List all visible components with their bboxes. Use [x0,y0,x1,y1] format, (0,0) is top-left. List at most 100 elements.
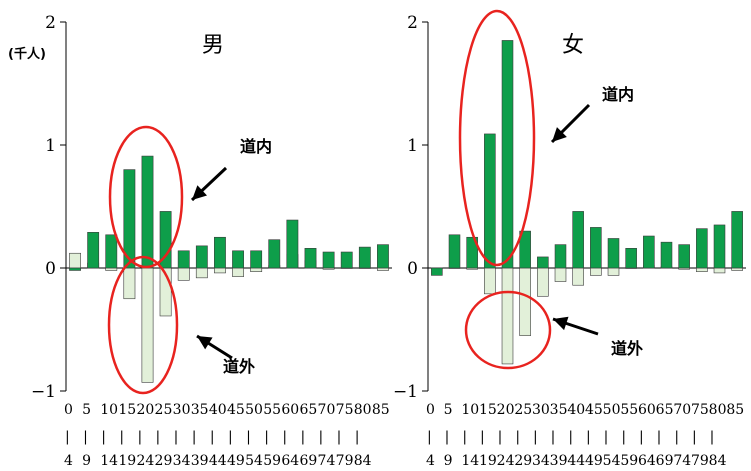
x-tick-start: 35 [550,402,568,418]
bar-donai-2 [105,234,118,269]
bar-dogai-2 [105,267,118,271]
bar-donai-14 [678,244,690,269]
x-tick-start: 20 [136,402,154,418]
bar-donai-10 [250,250,263,269]
highlight-ellipse-dogai [464,290,552,370]
x-tick-end: 59 [620,453,638,469]
x-tick-bar: | [174,429,179,445]
x-tick-start: 75 [336,402,354,418]
x-tick-end: 69 [299,453,317,469]
bar-donai-17 [377,244,389,269]
bar-donai-14 [322,251,335,269]
bar-dogai-8 [214,267,226,274]
x-tick-bar: | [210,429,215,445]
bar-dogai-17 [377,267,389,271]
x-tick-bar: | [355,429,360,445]
x-tick-end: 39 [550,453,568,469]
bar-donai-3 [484,133,496,269]
y-tick-label: 1 [407,136,418,156]
x-tick-end: 49 [227,453,245,469]
y-axis-unit-label: (千人) [8,46,46,62]
x-tick-bar: | [337,429,342,445]
x-tick-bar: | [639,429,644,445]
bar-donai-10 [607,238,620,269]
x-tick-bar: | [119,429,124,445]
panel-title: 男 [202,33,224,58]
x-tick-end: 49 [585,453,603,469]
chart-panel-1: 210−1男(千人)0 5 10 15 20 25 30 35 40 45 50 55 60 65 70 75… [8,13,392,469]
x-tick-start: 85 [372,402,390,418]
x-tick-bar: | [498,429,503,445]
annotation-label-dogai: 道外 [611,339,643,358]
x-tick-start: 45 [585,402,603,418]
y-tick-label: −1 [31,382,56,402]
x-tick-start: 80 [709,402,727,418]
chart-panel-2: 210−1女0 5 10 15 20 25 30 35 40 45 50 55 60 65 70 75 80 85… [393,9,746,469]
bar-donai-9 [232,250,244,269]
x-tick-bar: | [319,429,324,445]
x-tick-start: 0 [64,402,73,418]
x-tick-bar: | [300,429,305,445]
x-tick-end: 34 [532,453,550,469]
x-tick-start: 40 [567,402,585,418]
x-tick-bar: | [427,429,432,445]
bar-donai-6 [177,250,190,269]
y-tick-label: 1 [45,136,56,156]
x-tick-end: 74 [673,453,691,469]
x-tick-start: 55 [620,402,638,418]
x-tick-start: 5 [82,402,91,418]
x-tick-start: 40 [209,402,227,418]
x-tick-start: 10 [461,402,479,418]
x-tick-start: 65 [299,402,317,418]
x-tick-end: 44 [209,453,227,469]
annotation-label-dogai: 道外 [223,357,255,376]
y-tick-label: 0 [45,259,56,279]
x-tick-start: 20 [497,402,515,418]
x-tick-end: 34 [173,453,191,469]
x-tick-end: 14 [100,453,118,469]
bar-donai-1 [87,232,100,269]
bar-donai-13 [304,248,317,269]
bar-donai-16 [358,246,371,269]
bar-dogai-8 [572,267,584,286]
bar-dogai-4 [141,267,154,383]
bar-donai-9 [590,227,602,269]
bar-dogai-16 [713,267,726,274]
x-tick-start: 80 [354,402,372,418]
annotation-arrowhead [553,316,569,331]
bar-dogai-10 [607,267,620,276]
x-tick-start: 50 [245,402,263,418]
x-tick-bar: | [156,429,161,445]
bar-donai-15 [340,251,353,269]
bar-donai-8 [214,236,226,269]
x-tick-bar: | [282,429,287,445]
x-tick-end: 79 [336,453,354,469]
x-tick-bar: | [551,429,556,445]
x-tick-start: 30 [532,402,550,418]
bar-donai-5 [159,211,172,269]
bar-donai-0 [431,267,443,276]
x-tick-start: 50 [603,402,621,418]
x-tick-end: 64 [638,453,656,469]
x-tick-start: 25 [155,402,173,418]
bar-donai-17 [731,211,743,269]
bar-dogai-0 [69,252,81,269]
x-tick-bar: | [586,429,591,445]
x-tick-start: 35 [191,402,209,418]
x-tick-end: 39 [191,453,209,469]
bar-dogai-9 [590,267,602,276]
bar-dogai-15 [696,267,708,272]
panel-title: 女 [562,33,584,58]
x-tick-end: 64 [281,453,299,469]
bar-donai-5 [519,230,531,269]
x-tick-start: 30 [173,402,191,418]
x-tick-bar: | [515,429,520,445]
bar-donai-1 [448,234,461,269]
x-tick-end: 24 [136,453,154,469]
x-tick-end: 54 [603,453,621,469]
x-tick-bar: | [657,429,662,445]
y-tick-label: 0 [407,259,418,279]
bar-donai-6 [537,256,549,269]
x-tick-end: 9 [82,453,91,469]
